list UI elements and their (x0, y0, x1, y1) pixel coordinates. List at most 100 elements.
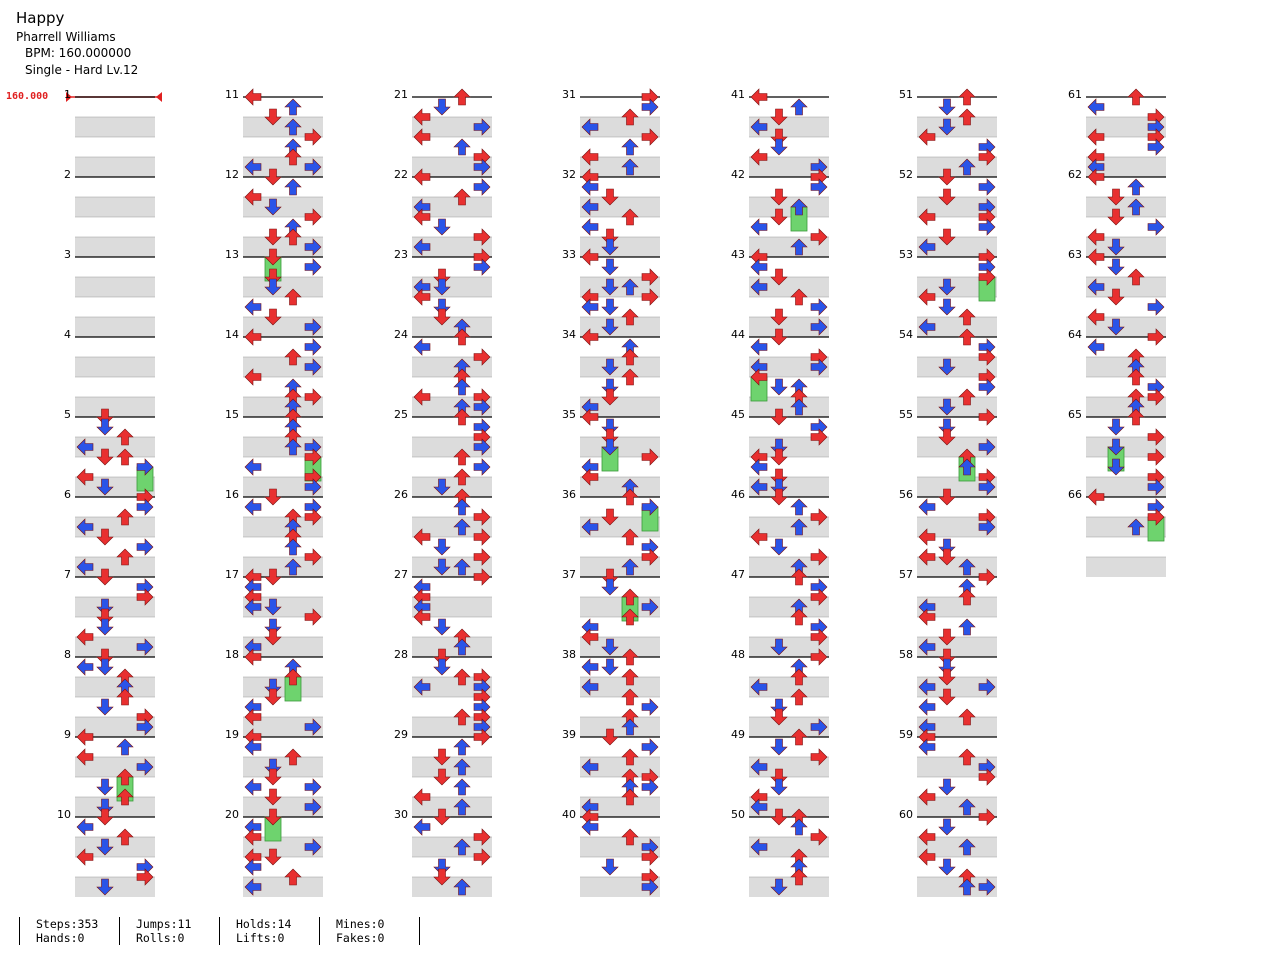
row-shade (75, 317, 155, 337)
down-arrow-icon (770, 138, 788, 156)
down-arrow-icon (938, 818, 956, 836)
row-shade (917, 677, 997, 697)
measure-block: 65 (1068, 408, 1166, 497)
measure-number: 58 (899, 648, 913, 661)
measure-block: 47 (731, 568, 829, 657)
right-arrow-icon (473, 178, 491, 196)
measure-number: 66 (1068, 488, 1082, 501)
measure-block: 54 (899, 328, 997, 417)
measure-block: 4 (64, 328, 155, 417)
row-shade (749, 477, 829, 497)
measure-block: 36 (562, 488, 660, 577)
measure-number: 39 (562, 728, 576, 741)
row-shade (580, 197, 660, 217)
measure-number: 29 (394, 728, 408, 741)
right-arrow-icon (304, 258, 322, 276)
right-arrow-icon (136, 498, 154, 516)
left-arrow-icon (581, 178, 599, 196)
row-shade (243, 437, 323, 457)
measure-block: 20 (225, 808, 323, 897)
left-arrow-icon (244, 88, 262, 106)
up-arrow-icon (958, 618, 976, 636)
measure-block: 50 (731, 808, 829, 897)
row-shade (243, 117, 323, 137)
row-shade (412, 677, 492, 697)
left-arrow-icon (750, 458, 768, 476)
measure-number: 26 (394, 488, 408, 501)
measure-block: 34 (562, 328, 660, 417)
measure-number: 25 (394, 408, 408, 421)
row-shade (749, 677, 829, 697)
left-arrow-icon (76, 818, 94, 836)
row-shade (917, 157, 997, 177)
measure-number: 8 (64, 648, 71, 661)
row-shade (917, 437, 997, 457)
left-arrow-icon (244, 858, 262, 876)
measure-number: 34 (562, 328, 576, 341)
row-shade (412, 877, 492, 897)
row-shade (243, 757, 323, 777)
measure-number: 2 (64, 168, 71, 181)
row-shade (917, 597, 997, 617)
row-shade (749, 397, 829, 417)
measure-block: 18 (225, 648, 323, 737)
right-arrow-icon (1147, 298, 1165, 316)
row-shade (749, 837, 829, 857)
row-shade (412, 157, 492, 177)
row-shade (1086, 477, 1166, 497)
measure-block: 60 (899, 808, 997, 897)
stats-divider (419, 917, 420, 945)
row-shade (75, 837, 155, 857)
measure-number: 9 (64, 728, 71, 741)
measure-number: 63 (1068, 248, 1082, 261)
row-shade (580, 357, 660, 377)
down-arrow-icon (770, 738, 788, 756)
row-shade (1086, 317, 1166, 337)
row-shade (412, 477, 492, 497)
measure-block: 63 (1068, 248, 1166, 337)
left-arrow-icon (918, 738, 936, 756)
measure-number: 51 (899, 88, 913, 101)
measure-number: 10 (57, 808, 71, 821)
row-shade (580, 717, 660, 737)
measure-block: 19 (225, 728, 323, 817)
measure-block: 11 (225, 88, 323, 177)
right-arrow-icon (1147, 138, 1165, 156)
row-shade (749, 557, 829, 577)
row-shade (749, 157, 829, 177)
measure-block: 51 (899, 88, 997, 177)
up-arrow-icon (1127, 178, 1145, 196)
measure-block: 64 (1068, 328, 1166, 417)
down-arrow-icon (433, 218, 451, 236)
down-arrow-icon (1107, 258, 1125, 276)
row-shade (243, 317, 323, 337)
measure-block: 23 (394, 248, 492, 337)
stat-jumps: Jumps:11 (136, 917, 192, 931)
row-shade (749, 357, 829, 377)
right-arrow-icon (641, 98, 659, 116)
measure-block: 28 (394, 648, 492, 737)
row-shade (917, 317, 997, 337)
up-arrow-icon (790, 498, 808, 516)
right-arrow-icon (810, 178, 828, 196)
down-arrow-icon (938, 298, 956, 316)
measure-number: 27 (394, 568, 408, 581)
left-arrow-icon (581, 218, 599, 236)
row-shade (580, 557, 660, 577)
measure-block: 26 (394, 488, 492, 577)
row-shade (75, 877, 155, 897)
row-shade (917, 397, 997, 417)
row-shade (412, 117, 492, 137)
measure-block: 61 (1068, 88, 1166, 177)
row-shade (75, 637, 155, 657)
row-shade (580, 477, 660, 497)
bpm-label: BPM: 160.000000 (25, 46, 132, 60)
up-arrow-icon (284, 98, 302, 116)
measure-block: 44 (731, 328, 829, 417)
row-shade (580, 597, 660, 617)
measure-number: 17 (225, 568, 239, 581)
right-arrow-icon (473, 258, 491, 276)
left-arrow-icon (581, 658, 599, 676)
right-arrow-icon (304, 778, 322, 796)
row-shade (917, 717, 997, 737)
